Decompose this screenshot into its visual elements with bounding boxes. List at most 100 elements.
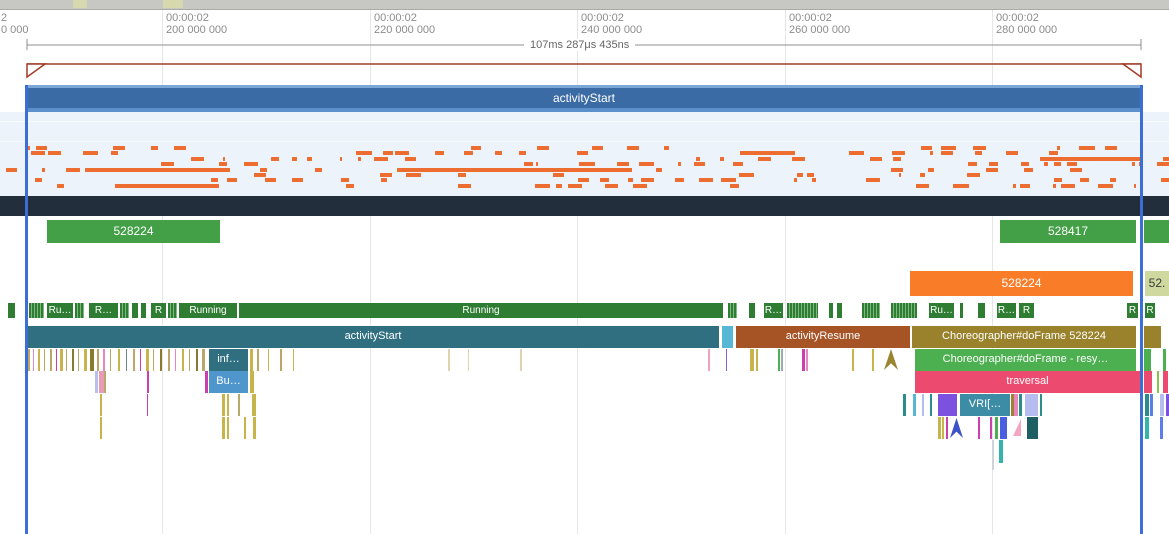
flame-slice[interactable] bbox=[778, 348, 780, 371]
flame-slice-labeled[interactable]: Bu… bbox=[209, 371, 248, 394]
flame-slice[interactable] bbox=[202, 348, 205, 371]
flame-slice[interactable] bbox=[252, 394, 256, 417]
flame-slice[interactable] bbox=[942, 416, 944, 439]
flame-slice[interactable] bbox=[250, 348, 253, 371]
flame-slice[interactable] bbox=[1163, 371, 1168, 394]
flame-slice[interactable] bbox=[33, 348, 34, 371]
pid-bar[interactable]: 528224 bbox=[47, 220, 220, 243]
flame-slice[interactable] bbox=[1027, 416, 1038, 439]
flame-slice[interactable] bbox=[38, 348, 40, 371]
flame-slice[interactable] bbox=[930, 394, 932, 417]
flame-slice[interactable] bbox=[946, 416, 948, 439]
flame-slice[interactable] bbox=[992, 439, 994, 470]
flame-slice[interactable] bbox=[168, 348, 170, 371]
running-segment[interactable]: R bbox=[1019, 303, 1034, 318]
flame-slice[interactable] bbox=[72, 348, 74, 371]
running-segment[interactable]: R bbox=[1145, 303, 1155, 318]
flame-slice[interactable] bbox=[66, 348, 67, 371]
flame-slice[interactable] bbox=[253, 416, 256, 439]
running-segment[interactable] bbox=[141, 303, 146, 318]
activity-start-span[interactable]: activityStart bbox=[27, 85, 1141, 112]
flame-slice[interactable] bbox=[244, 416, 246, 439]
flame-slice[interactable] bbox=[913, 394, 916, 417]
flame-slice[interactable] bbox=[227, 394, 229, 417]
flame-slice[interactable] bbox=[1166, 394, 1169, 417]
flame-slice[interactable] bbox=[110, 348, 111, 371]
flame-slice[interactable] bbox=[726, 348, 727, 371]
frame-bar[interactable]: 52. bbox=[1145, 271, 1169, 296]
flame-slice[interactable] bbox=[802, 348, 805, 371]
flame-slice[interactable] bbox=[118, 348, 120, 371]
flame-slice[interactable] bbox=[781, 348, 783, 371]
flame-slice[interactable] bbox=[205, 371, 208, 394]
pink-sail-marker[interactable] bbox=[1013, 419, 1021, 436]
flame-slice[interactable] bbox=[750, 348, 754, 371]
flame-slice[interactable] bbox=[78, 348, 79, 371]
flame-slice[interactable] bbox=[104, 371, 106, 394]
flame-slice[interactable] bbox=[99, 371, 104, 394]
running-segment[interactable] bbox=[120, 303, 129, 318]
flame-slice-labeled[interactable]: Choreographer#doFrame 528224 bbox=[912, 326, 1136, 348]
flame-slice[interactable] bbox=[1144, 371, 1152, 394]
flame-slice[interactable] bbox=[268, 348, 269, 371]
flame-slice[interactable] bbox=[146, 348, 149, 371]
flame-slice-labeled[interactable]: inf… bbox=[209, 348, 248, 371]
running-segment[interactable] bbox=[787, 303, 818, 318]
running-segment[interactable] bbox=[29, 303, 44, 318]
flame-slice[interactable] bbox=[1025, 394, 1038, 417]
running-segment[interactable]: Running bbox=[239, 303, 723, 318]
flame-slice-labeled[interactable]: Choreographer#doFrame - resy… bbox=[915, 348, 1136, 371]
running-segment[interactable] bbox=[749, 303, 755, 318]
flame-slice[interactable] bbox=[56, 348, 57, 371]
flame-slice[interactable] bbox=[153, 348, 154, 371]
running-segment[interactable] bbox=[8, 303, 15, 318]
flame-slice-labeled[interactable]: traversal bbox=[915, 371, 1140, 394]
running-segment[interactable] bbox=[168, 303, 177, 318]
running-segment[interactable]: Ru… bbox=[47, 303, 73, 318]
pid-bar[interactable]: 528417 bbox=[1000, 220, 1136, 243]
flame-slice[interactable] bbox=[293, 348, 294, 371]
flame-slice[interactable] bbox=[280, 348, 282, 371]
flame-slice[interactable] bbox=[995, 416, 998, 439]
flame-slice[interactable] bbox=[938, 416, 941, 439]
flame-slice[interactable] bbox=[103, 348, 105, 371]
running-segment[interactable] bbox=[891, 303, 917, 318]
flame-slice[interactable] bbox=[182, 348, 184, 371]
flame-slice[interactable] bbox=[448, 348, 450, 371]
flame-slice[interactable] bbox=[978, 416, 980, 439]
flame-slice[interactable] bbox=[257, 348, 259, 371]
flame-slice[interactable] bbox=[520, 348, 522, 371]
selection-line-left[interactable] bbox=[25, 85, 28, 534]
flame-slice[interactable] bbox=[1160, 416, 1163, 439]
running-segment[interactable] bbox=[978, 303, 985, 318]
flame-slice[interactable] bbox=[28, 348, 30, 371]
frame-bar[interactable]: 528224 bbox=[910, 271, 1133, 296]
flame-slice[interactable] bbox=[999, 439, 1003, 463]
running-segment[interactable]: R bbox=[151, 303, 166, 318]
flame-slice[interactable] bbox=[140, 348, 141, 371]
flame-slice[interactable] bbox=[160, 348, 162, 371]
flame-slice[interactable] bbox=[147, 394, 148, 417]
flame-slice[interactable] bbox=[852, 348, 854, 371]
running-segment[interactable]: Running bbox=[179, 303, 237, 318]
flame-slice[interactable] bbox=[147, 371, 149, 394]
flame-slice[interactable] bbox=[468, 348, 469, 371]
flame-slice[interactable] bbox=[922, 394, 924, 417]
flame-slice[interactable] bbox=[44, 348, 45, 371]
running-segment[interactable]: R… bbox=[764, 303, 783, 318]
flame-slice-labeled[interactable]: VRI[… bbox=[960, 394, 1010, 417]
process-header-bar[interactable] bbox=[0, 196, 1169, 216]
flame-slice[interactable] bbox=[903, 394, 906, 417]
flame-slice[interactable] bbox=[97, 348, 99, 371]
flame-slice[interactable] bbox=[1019, 394, 1022, 417]
flame-slice[interactable] bbox=[196, 348, 198, 371]
flame-slice[interactable] bbox=[722, 326, 733, 348]
flame-slice[interactable] bbox=[227, 416, 229, 439]
running-segment[interactable] bbox=[862, 303, 880, 318]
flame-slice[interactable] bbox=[90, 348, 94, 371]
flame-slice[interactable] bbox=[50, 348, 52, 371]
flame-slice[interactable] bbox=[1145, 394, 1149, 417]
flame-slice[interactable] bbox=[126, 348, 127, 371]
flame-slice[interactable] bbox=[133, 348, 135, 371]
